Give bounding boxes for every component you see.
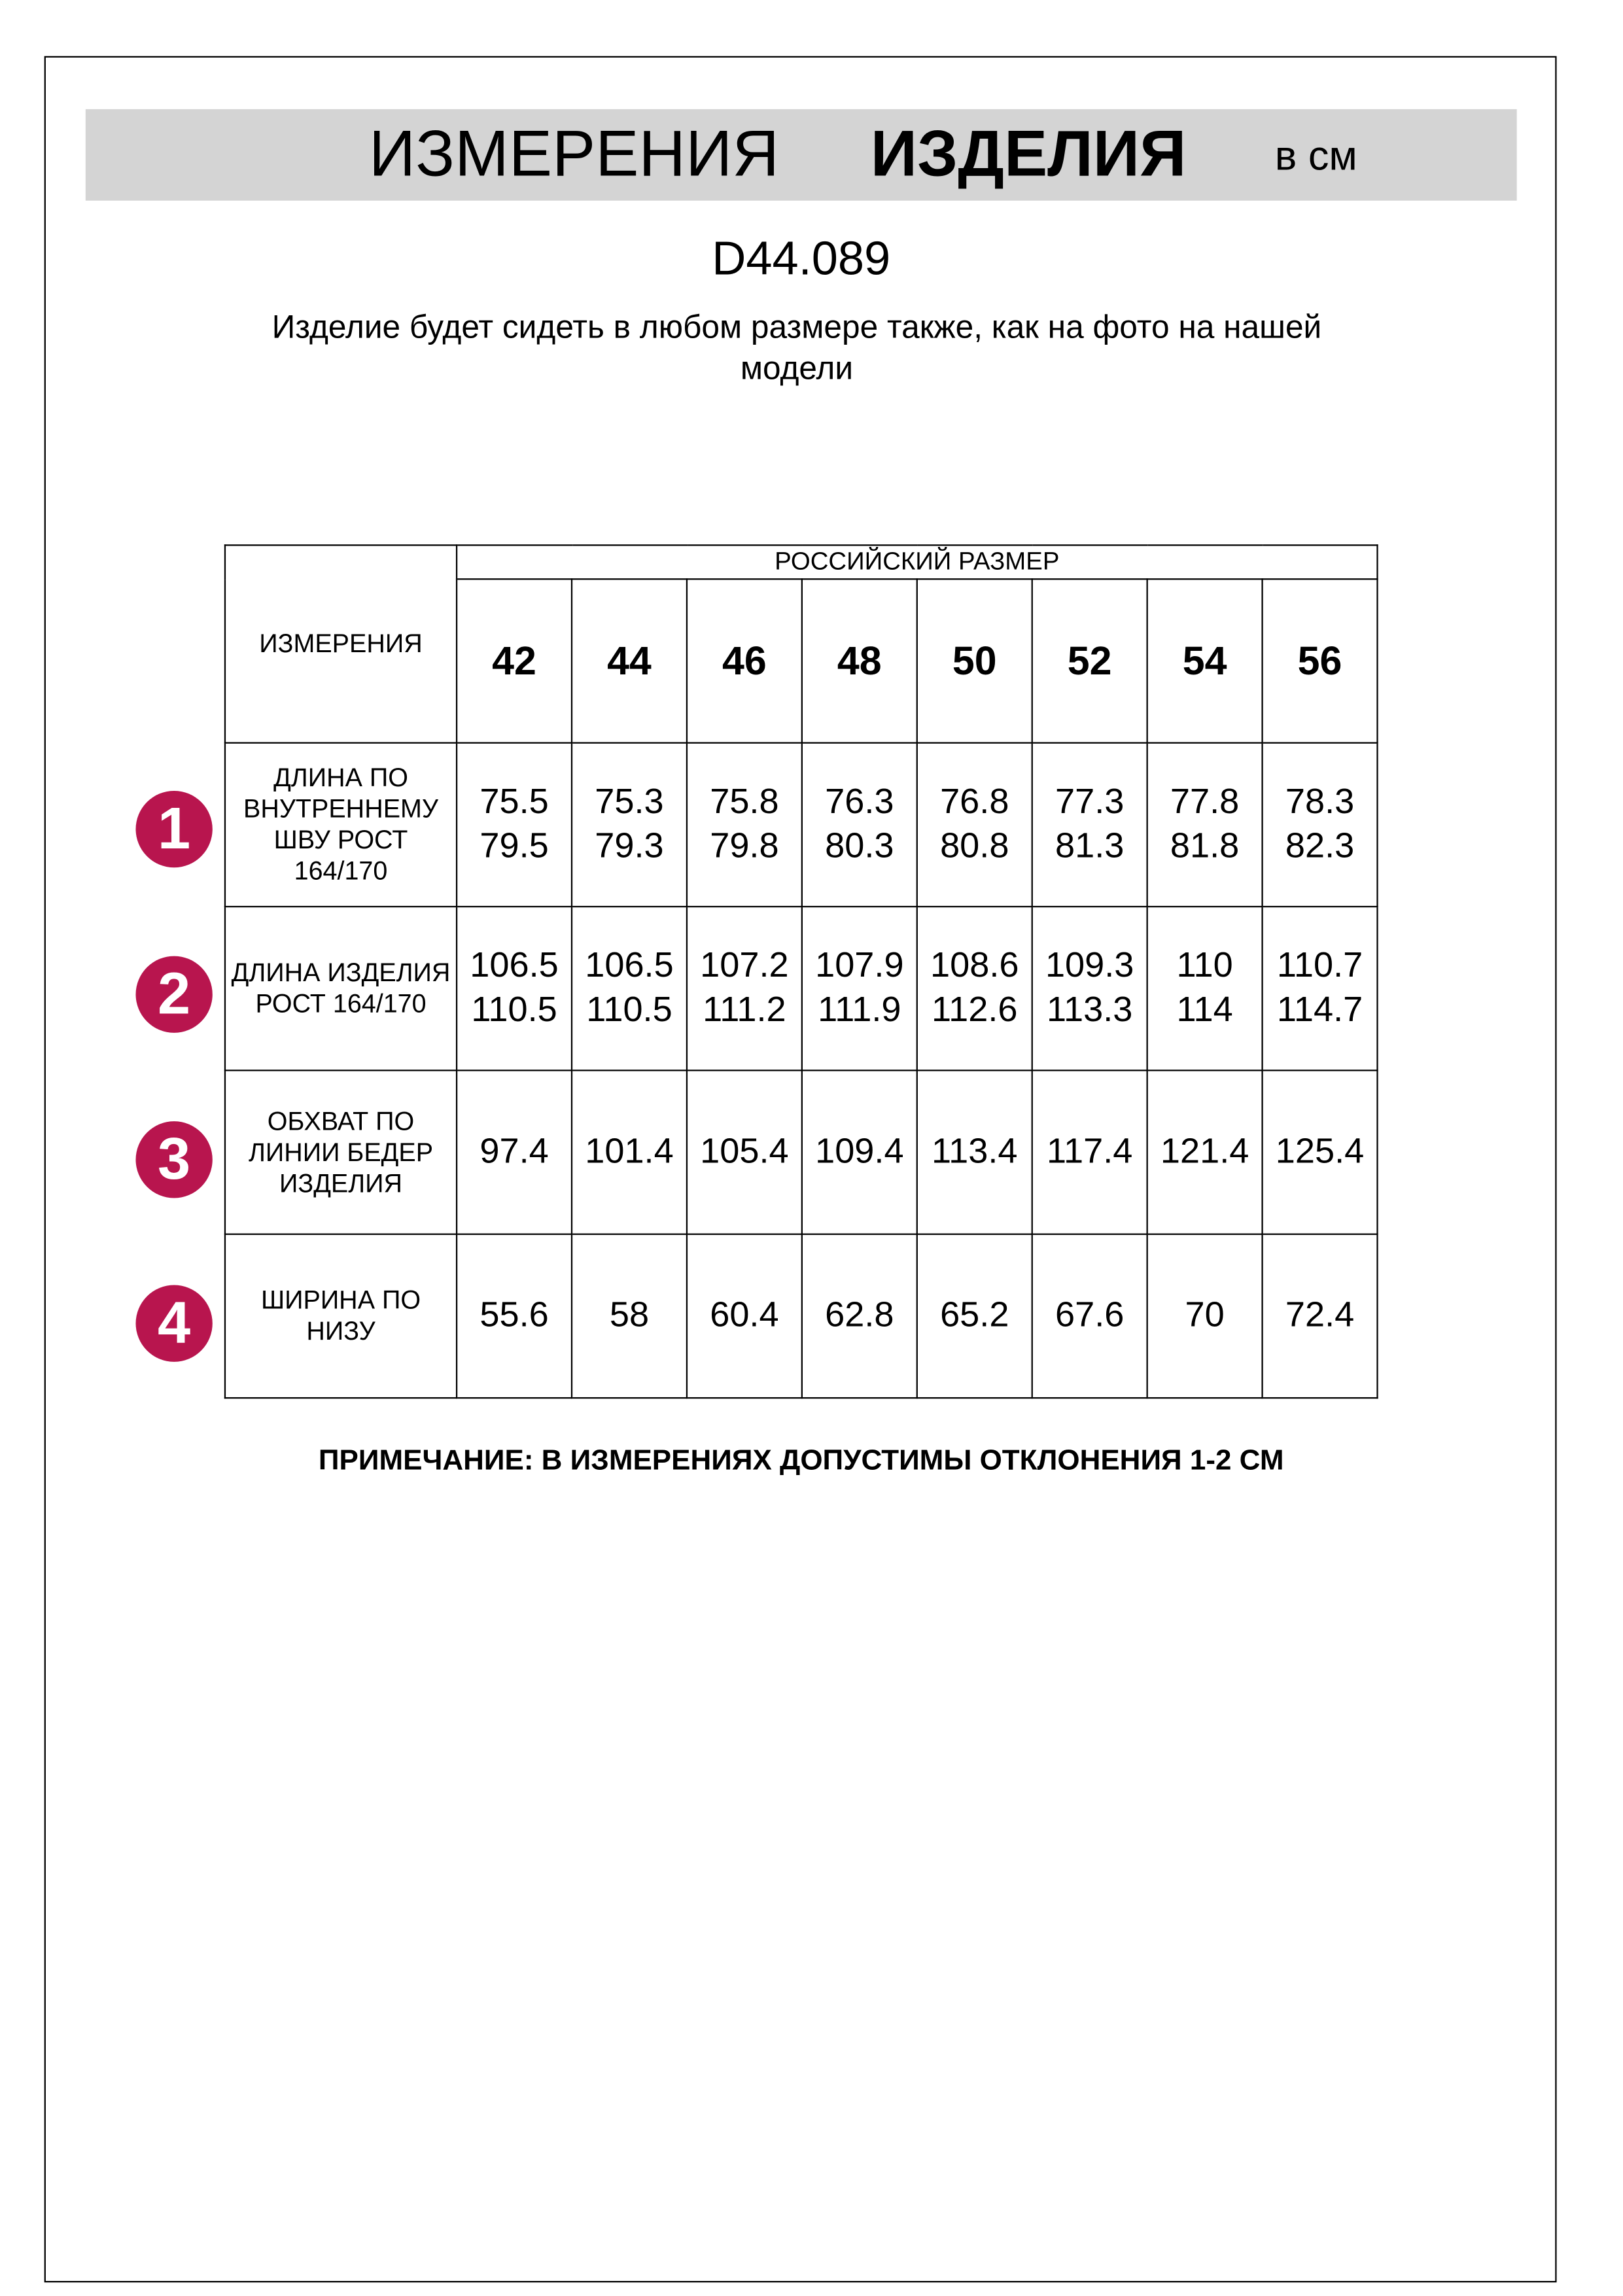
- table-row: ШИРИНА ПО НИЗУ 55.6 58 60.4 62.8 65.2 67.6 70 72…: [224, 1233, 1378, 1399]
- value-cell: 109.4: [801, 1070, 918, 1235]
- row-number-badge: 4: [135, 1285, 213, 1362]
- value-cell: 72.4: [1261, 1233, 1378, 1399]
- title-unit: в см: [1274, 132, 1357, 179]
- row-label: ОБХВАТ ПО ЛИНИИ БЕДЕР ИЗДЕЛИЯ: [224, 1070, 458, 1235]
- value-cell: 107.2 111.2: [686, 905, 803, 1071]
- value-cell: 105.4: [686, 1070, 803, 1235]
- page-frame: [44, 56, 1557, 2283]
- value-cell: 97.4: [455, 1070, 573, 1235]
- row-number-badge: 3: [135, 1121, 213, 1198]
- value-cell: 78.3 82.3: [1261, 742, 1378, 908]
- row-label: ДЛИНА ИЗДЕЛИЯ РОСТ 164/170: [224, 905, 458, 1071]
- note: ПРИМЕЧАНИЕ: В ИЗМЕРЕНИЯХ ДОПУСТИМЫ ОТКЛО…: [318, 1444, 1284, 1477]
- value-cell: 67.6: [1031, 1233, 1148, 1399]
- row-label: ДЛИНА ПО ВНУТРЕННЕМУ ШВУ РОСТ 164/170: [224, 742, 458, 908]
- value-cell: 75.3 79.3: [570, 742, 688, 908]
- value-cell: 60.4: [686, 1233, 803, 1399]
- size-header: 48: [801, 578, 918, 744]
- size-header: 54: [1146, 578, 1263, 744]
- value-cell: 110.7 114.7: [1261, 905, 1378, 1071]
- value-cell: 109.3 113.3: [1031, 905, 1148, 1071]
- group-header: РОССИЙСКИЙ РАЗМЕР: [455, 544, 1378, 580]
- value-cell: 107.9 111.9: [801, 905, 918, 1071]
- title-part1: ИЗМЕРЕНИЯ: [368, 118, 780, 190]
- corner-label: ИЗМЕРЕНИЯ: [224, 544, 458, 744]
- size-header: 52: [1031, 578, 1148, 744]
- table-row: ДЛИНА ИЗДЕЛИЯ РОСТ 164/170 106.5 110.5 106…: [224, 905, 1378, 1071]
- value-cell: 101.4: [570, 1070, 688, 1235]
- row-label: ШИРИНА ПО НИЗУ: [224, 1233, 458, 1399]
- table-row: ОБХВАТ ПО ЛИНИИ БЕДЕР ИЗДЕЛИЯ 97.4 101.4 10…: [224, 1070, 1378, 1235]
- size-header: 46: [686, 578, 803, 744]
- row-number-badge: 2: [135, 956, 213, 1033]
- value-cell: 77.8 81.8: [1146, 742, 1263, 908]
- table-row: ДЛИНА ПО ВНУТРЕННЕМУ ШВУ РОСТ 164/170 75.…: [224, 742, 1378, 908]
- value-cell: 62.8: [801, 1233, 918, 1399]
- value-cell: 58: [570, 1233, 688, 1399]
- value-cell: 75.5 79.5: [455, 742, 573, 908]
- value-cell: 113.4: [916, 1070, 1033, 1235]
- value-cell: 110 114: [1146, 905, 1263, 1071]
- value-cell: 65.2: [916, 1233, 1033, 1399]
- value-cell: 70: [1146, 1233, 1263, 1399]
- value-cell: 76.3 80.3: [801, 742, 918, 908]
- value-cell: 75.8 79.8: [686, 742, 803, 908]
- size-header: 42: [455, 578, 573, 744]
- product-code: D44.089: [712, 232, 891, 285]
- size-header: 44: [570, 578, 688, 744]
- value-cell: 77.3 81.3: [1031, 742, 1148, 908]
- value-cell: 125.4: [1261, 1070, 1378, 1235]
- size-header: 50: [916, 578, 1033, 744]
- value-cell: 106.5 110.5: [570, 905, 688, 1071]
- value-cell: 106.5 110.5: [455, 905, 573, 1071]
- value-cell: 76.8 80.8: [916, 742, 1033, 908]
- value-cell: 117.4: [1031, 1070, 1148, 1235]
- size-header: 56: [1261, 578, 1378, 744]
- subtitle: Изделие будет сидеть в любом размере так…: [271, 308, 1322, 387]
- title-part2: ИЗДЕЛИЯ: [870, 118, 1187, 190]
- value-cell: 121.4: [1146, 1070, 1263, 1235]
- value-cell: 55.6: [455, 1233, 573, 1399]
- title-band: [85, 109, 1517, 201]
- measurements-table: ИЗМЕРЕНИЯ РОССИЙСКИЙ РАЗМЕР 42 44 46 48 50 52…: [224, 544, 1378, 1399]
- value-cell: 108.6 112.6: [916, 905, 1033, 1071]
- row-number-badge: 1: [135, 790, 213, 868]
